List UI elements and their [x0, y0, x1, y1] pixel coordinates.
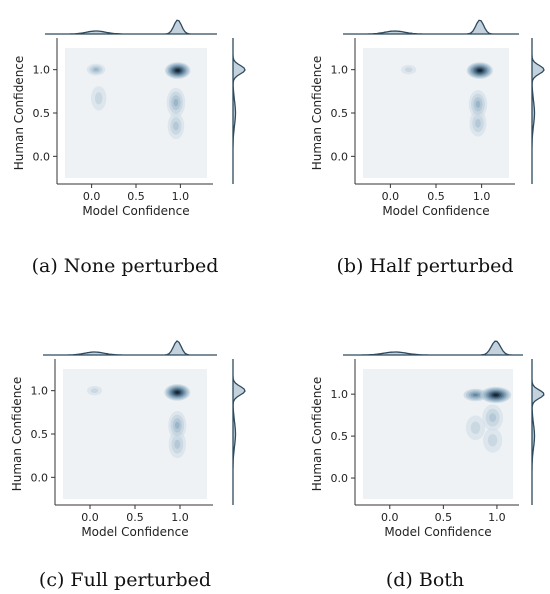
right-marginal-curve [232, 359, 246, 505]
y-tick-label: 0.5 [331, 430, 349, 443]
x-tick-label: 0.0 [381, 511, 399, 524]
x-axis-label: Model Confidence [82, 204, 189, 218]
top-marginal-curve [45, 19, 217, 35]
x-tick-label: 1.0 [171, 511, 189, 524]
density-peak-1 [90, 388, 99, 394]
y-tick-label: 0.5 [31, 428, 49, 441]
density-peak-3 [93, 68, 99, 72]
density-peak-4 [175, 391, 179, 394]
x-tick-label: 0.0 [382, 190, 400, 203]
x-axis-label: Model Confidence [382, 204, 489, 218]
y-tick-label: 0.5 [33, 107, 51, 120]
density-peak-1 [470, 421, 481, 434]
density-peak-4 [478, 69, 482, 72]
y-tick-label: 0.0 [33, 150, 51, 163]
y-axis-label: Human Confidence [12, 56, 26, 171]
y-axis-label: Human Confidence [10, 377, 24, 492]
x-tick-label: 0.5 [126, 511, 144, 524]
y-tick-label: 0.0 [331, 150, 349, 163]
x-axis-label: Model Confidence [81, 525, 188, 539]
density-peak-3 [175, 421, 180, 429]
x-tick-label: 0.5 [427, 190, 445, 203]
density-peak-1 [404, 67, 413, 73]
right-marginal-curve [531, 359, 545, 505]
density-peak-3 [475, 100, 481, 108]
y-axis-label: Human Confidence [310, 377, 324, 492]
y-tick-label: 1.0 [331, 388, 349, 401]
x-tick-label: 0.0 [83, 190, 101, 203]
density-peak-5 [494, 394, 498, 396]
y-tick-label: 1.0 [33, 64, 51, 77]
density-peak-2 [173, 121, 179, 131]
x-tick-label: 0.5 [435, 511, 453, 524]
x-tick-label: 1.0 [473, 190, 491, 203]
density-peak-4 [173, 98, 179, 107]
y-tick-label: 1.0 [31, 385, 49, 398]
y-tick-label: 0.0 [31, 471, 49, 484]
x-axis-label: Model Confidence [384, 525, 491, 539]
top-marginal-curve [343, 19, 519, 35]
x-tick-label: 0.0 [81, 511, 99, 524]
right-marginal-curve [531, 38, 545, 184]
panel-caption: (c) Full perturbed [39, 569, 211, 591]
density-peak-2 [475, 119, 481, 128]
density-peak-1 [94, 92, 103, 105]
x-tick-label: 1.0 [172, 190, 190, 203]
top-marginal-curve [343, 340, 523, 356]
density-peak-2 [487, 434, 498, 447]
density-peak-2 [174, 439, 181, 449]
y-tick-label: 1.0 [331, 64, 349, 77]
y-tick-label: 0.0 [331, 472, 349, 485]
x-tick-label: 0.5 [127, 190, 145, 203]
x-tick-label: 1.0 [488, 511, 506, 524]
y-tick-label: 0.5 [331, 107, 349, 120]
density-peak-5 [176, 69, 180, 72]
panel-caption: (a) None perturbed [32, 255, 219, 277]
right-marginal-curve [232, 38, 246, 184]
panel-caption: (b) Half perturbed [336, 255, 513, 277]
top-marginal-curve [43, 340, 217, 356]
y-axis-label: Human Confidence [310, 56, 324, 171]
panel-caption: (d) Both [386, 569, 464, 591]
density-peak-3 [489, 413, 497, 423]
density-peak-4 [473, 393, 478, 397]
